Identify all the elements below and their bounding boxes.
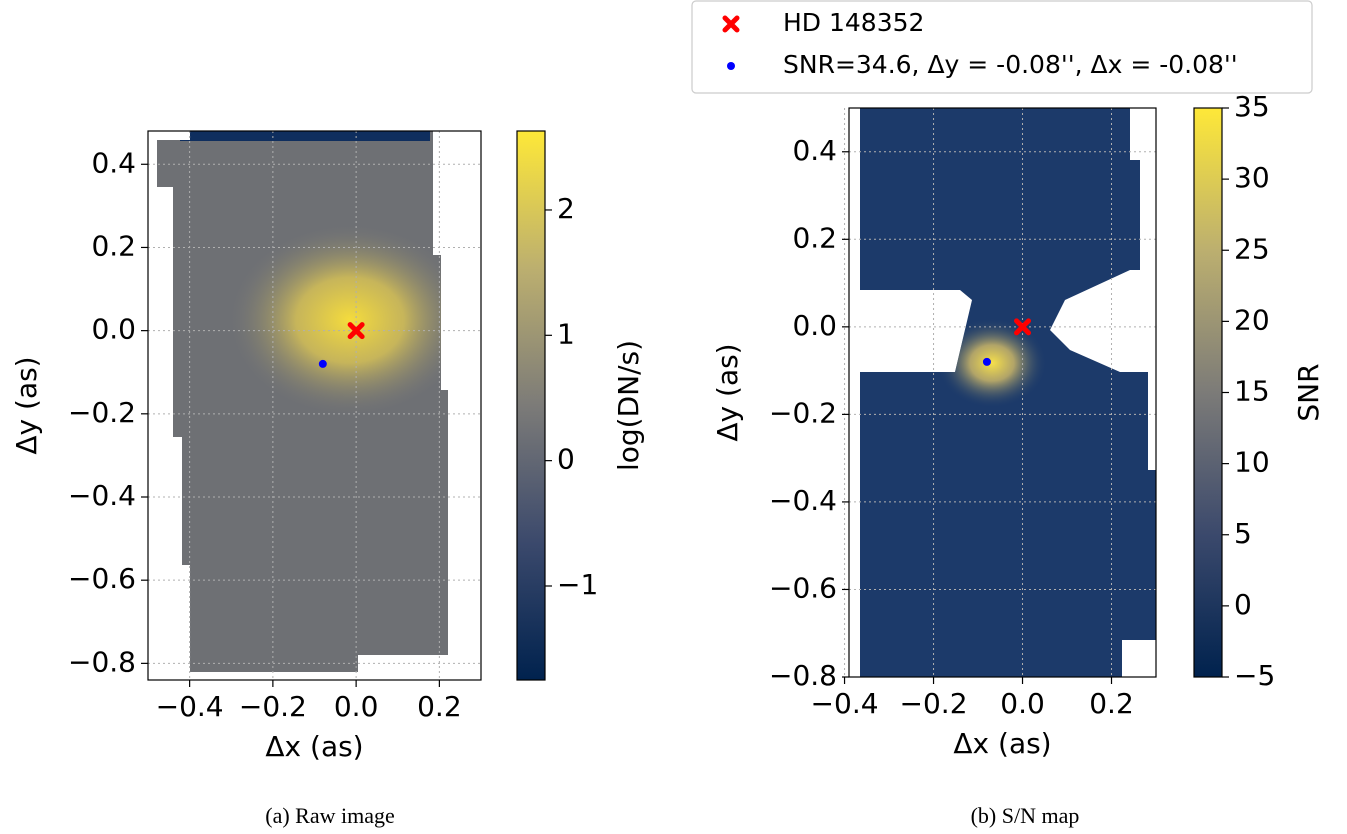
y-tick-label: 0.4 bbox=[91, 146, 136, 179]
marker-x bbox=[1014, 318, 1032, 336]
legend-label: SNR=34.6, Δy = -0.08'', Δx = -0.08'' bbox=[783, 50, 1238, 79]
y-tick-label: −0.4 bbox=[68, 479, 136, 512]
colorbar-tick-label: 10 bbox=[1234, 446, 1270, 479]
y-tick-label: −0.2 bbox=[769, 396, 837, 429]
y-tick-label: −0.6 bbox=[68, 562, 136, 595]
caption: (b) S/N map bbox=[971, 803, 1080, 828]
colorbar-tick-label: 5 bbox=[1234, 517, 1252, 550]
image-a bbox=[157, 131, 448, 672]
colorbar bbox=[1193, 107, 1223, 678]
colorbar-tick-label: −5 bbox=[1234, 659, 1275, 692]
y-tick-label: −0.6 bbox=[769, 571, 837, 604]
colorbar-tick-label: 20 bbox=[1234, 303, 1270, 336]
x-axis-label: Δx (as) bbox=[265, 730, 363, 763]
x-tick-label: 0.2 bbox=[1089, 687, 1134, 720]
y-tick-label: 0.0 bbox=[792, 309, 837, 342]
y-tick-label: 0.4 bbox=[792, 134, 837, 167]
x-tick-label: −0.4 bbox=[811, 687, 879, 720]
colorbar-tick-label: 30 bbox=[1234, 161, 1270, 194]
marker-dot bbox=[318, 359, 327, 368]
colorbar-label: SNR bbox=[1292, 363, 1325, 421]
marker-dot bbox=[727, 62, 735, 70]
colorbar-tick-label: −1 bbox=[557, 568, 598, 601]
y-tick-label: −0.2 bbox=[68, 396, 136, 429]
y-tick-label: −0.8 bbox=[68, 645, 136, 678]
colorbar-label: log(DN/s) bbox=[612, 340, 645, 471]
caption: (a) Raw image bbox=[265, 803, 395, 828]
colorbar-tick-label: 0 bbox=[1234, 588, 1252, 621]
x-tick-label: 0.2 bbox=[417, 690, 462, 723]
colorbar-tick-label: 0 bbox=[557, 443, 575, 476]
marker-dot bbox=[982, 357, 991, 366]
y-tick-label: 0.2 bbox=[91, 229, 136, 262]
y-tick-label: 0.2 bbox=[792, 221, 837, 254]
y-axis-label: Δy (as) bbox=[10, 356, 43, 454]
legend-label: HD 148352 bbox=[783, 8, 924, 37]
colorbar-tick-label: 35 bbox=[1234, 90, 1270, 123]
x-tick-label: −0.2 bbox=[239, 690, 307, 723]
colorbar-tick-label: 15 bbox=[1234, 375, 1270, 408]
x-tick-label: 0.0 bbox=[1000, 687, 1045, 720]
x-tick-label: −0.4 bbox=[156, 690, 224, 723]
axes-frame bbox=[848, 107, 1157, 678]
image-b bbox=[860, 108, 1156, 677]
x-axis-label: Δx (as) bbox=[953, 727, 1051, 760]
legend-box bbox=[691, 0, 1313, 94]
colorbar bbox=[516, 130, 546, 681]
x-tick-label: 0.0 bbox=[334, 690, 379, 723]
marker-x bbox=[347, 322, 365, 340]
x-tick-label: −0.2 bbox=[900, 687, 968, 720]
colorbar-tick-label: 1 bbox=[557, 317, 575, 350]
colorbar-tick-label: 25 bbox=[1234, 232, 1270, 265]
axes-frame bbox=[147, 130, 482, 681]
y-axis-label: Δy (as) bbox=[711, 343, 744, 441]
marker-x bbox=[722, 15, 740, 33]
y-tick-label: 0.0 bbox=[91, 313, 136, 346]
y-tick-label: −0.4 bbox=[769, 484, 837, 517]
colorbar-tick-label: 2 bbox=[557, 192, 575, 225]
y-tick-label: −0.8 bbox=[769, 659, 837, 692]
